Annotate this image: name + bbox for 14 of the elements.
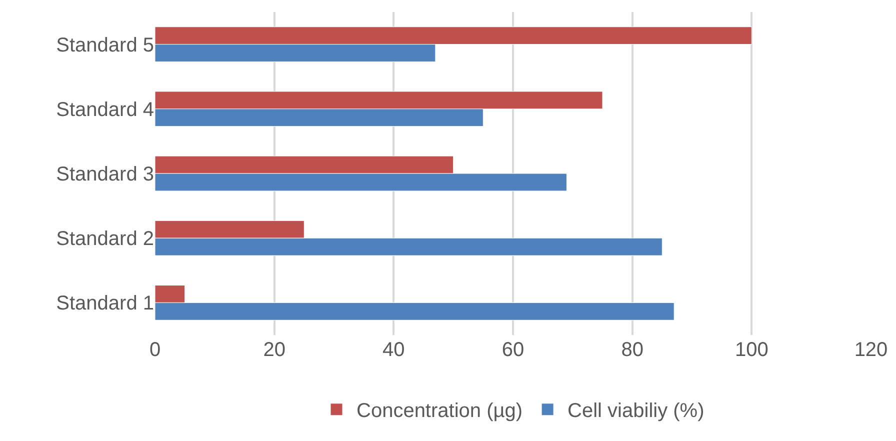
x-tick-label: 0 [149,339,161,361]
y-tick-label: Standard 5 [56,34,154,56]
y-tick-label: Standard 3 [56,164,154,186]
x-tick-label: 40 [382,339,405,361]
x-tick-label: 100 [734,339,768,361]
y-tick-label: Standard 4 [56,98,154,121]
x-tick-label: 20 [263,339,286,361]
legend-label: Cell viabiliy (%) [568,400,704,422]
x-tick-label: 60 [502,339,524,361]
y-tick-label: Standard 1 [56,292,154,315]
x-tick-label: 80 [621,339,644,361]
y-tick-label: Standard 2 [56,228,154,250]
legend-label: Concentration (µg) [356,400,523,422]
x-tick-label: 120 [854,339,888,361]
